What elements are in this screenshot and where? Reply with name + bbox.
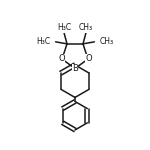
Text: O: O xyxy=(58,54,65,63)
Text: B: B xyxy=(72,64,78,73)
Text: CH₃: CH₃ xyxy=(100,37,114,46)
Text: H₃C: H₃C xyxy=(57,24,71,33)
Text: CH₃: CH₃ xyxy=(79,24,93,33)
Text: O: O xyxy=(85,54,92,63)
Text: H₃C: H₃C xyxy=(36,37,50,46)
